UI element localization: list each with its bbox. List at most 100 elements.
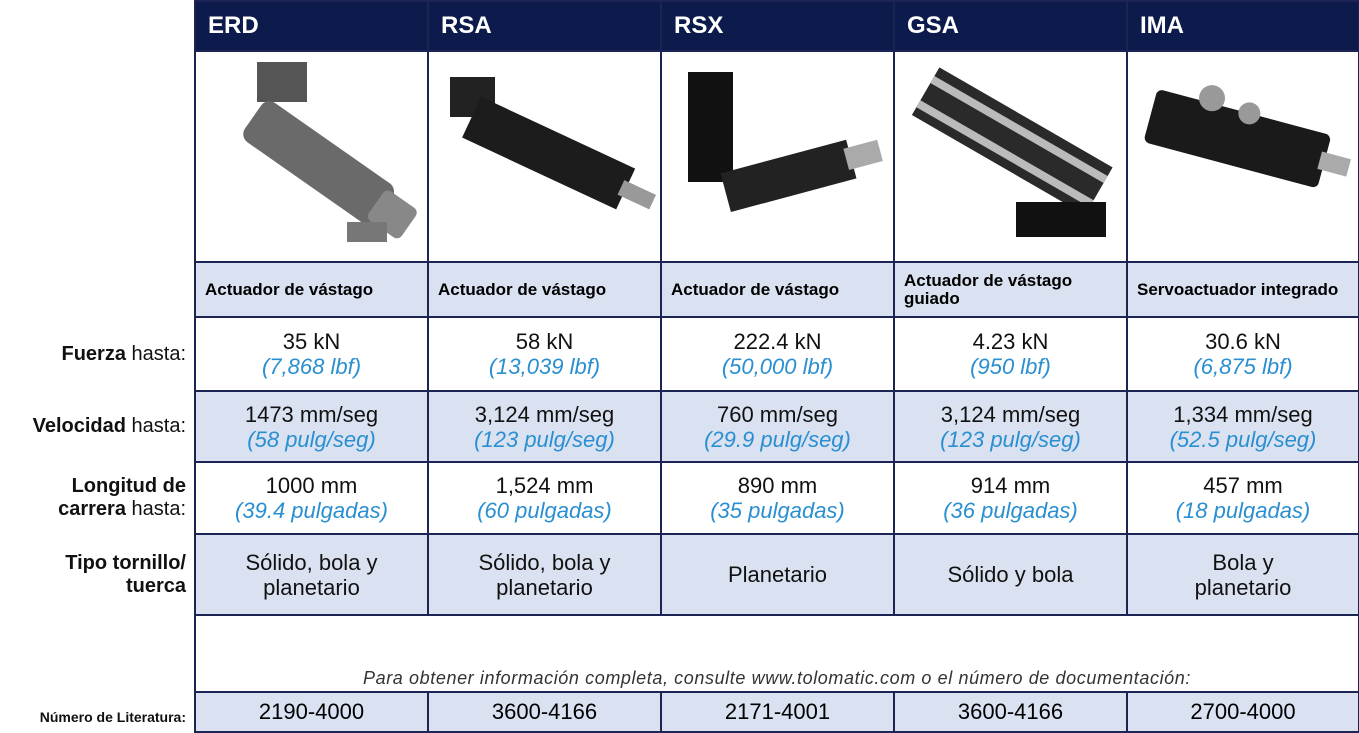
value-main: 1000 mm — [265, 473, 358, 498]
product-type: Actuador de vástago — [660, 261, 895, 318]
table-row: Longitud de carrera hasta: 1000 mm (39.4 p… — [0, 461, 1359, 535]
value-alt: (36 pulgadas) — [943, 498, 1078, 523]
value-alt: (58 pulg/seg) — [247, 426, 376, 452]
value-alt: (123 pulg/seg) — [474, 426, 615, 452]
row-label — [0, 615, 196, 692]
table-row: Actuador de vástago Actuador de vástago Ac… — [0, 261, 1359, 318]
value-cell: 3,124 mm/seg (123 pulg/seg) — [427, 390, 662, 463]
value-alt: (13,039 lbf) — [488, 354, 601, 379]
value-main: 914 mm — [970, 473, 1051, 498]
row-label-rest: hasta: — [131, 342, 186, 365]
value-main: 457 mm — [1203, 473, 1283, 498]
product-image — [1144, 85, 1351, 188]
value-cell: 4.23 kN (950 lbf) — [893, 316, 1128, 392]
screw-type: Planetario — [660, 533, 895, 616]
value-alt: (52.5 pulg/seg) — [1169, 426, 1317, 452]
value-alt: (18 pulgadas) — [1175, 498, 1311, 523]
value-alt: (7,868 lbf) — [261, 354, 362, 379]
value-alt: (39.4 pulgadas) — [235, 498, 388, 523]
table-row — [0, 50, 1359, 263]
value-main: 760 mm/seg — [716, 401, 839, 427]
row-label-bold: Longitud de carrera — [58, 475, 186, 520]
value-main: 1473 mm/seg — [244, 401, 379, 427]
product-name: RSA — [427, 0, 662, 52]
product-image — [450, 77, 657, 210]
value-main: 3,124 mm/seg — [474, 401, 615, 427]
value-main: 30.6 kN — [1205, 329, 1281, 354]
screw-type: Sólido, bola y planetario — [194, 533, 429, 616]
note: Para obtener información completa, consu… — [194, 614, 1359, 692]
row-label: Longitud de carrera hasta: — [0, 462, 196, 534]
screw-type: Sólido, bola y planetario — [427, 533, 662, 616]
literature-number: 3600-4166 — [893, 691, 1128, 733]
value-cell: 58 kN (13,039 lbf) — [427, 316, 662, 392]
row-label-rest: hasta: — [131, 415, 186, 437]
product-image — [243, 62, 417, 242]
literature-label: Número de Literatura: — [0, 692, 196, 732]
product-name: ERD — [194, 0, 429, 52]
value-cell: 222.4 kN (50,000 lbf) — [660, 316, 895, 392]
product-image-cell — [660, 50, 895, 263]
value-cell: 760 mm/seg (29.9 pulg/seg) — [660, 390, 895, 463]
product-image — [688, 72, 883, 213]
value-main: 890 mm — [737, 473, 818, 498]
literature-number: 2700-4000 — [1126, 691, 1359, 733]
table-row: Velocidad hasta: 1473 mm/seg (58 pulg/seg)… — [0, 390, 1359, 463]
value-alt: (6,875 lbf) — [1193, 354, 1293, 379]
value-alt: (35 pulgadas) — [710, 498, 845, 523]
row-label: Tipo tornillo/ tuerca — [0, 534, 196, 615]
product-image — [911, 67, 1113, 237]
table-row: Fuerza hasta: 35 kN (7,868 lbf) 58 kN (13,03… — [0, 316, 1359, 392]
row-label-bold: Velocidad — [32, 415, 126, 437]
literature-number: 2190-4000 — [194, 691, 429, 733]
value-cell: 890 mm (35 pulgadas) — [660, 461, 895, 535]
value-main: 3,124 mm/seg — [940, 401, 1081, 427]
product-image-cell — [427, 50, 662, 263]
value-cell: 914 mm (36 pulgadas) — [893, 461, 1128, 535]
value-alt: (123 pulg/seg) — [940, 426, 1081, 452]
value-alt: (950 lbf) — [970, 354, 1051, 379]
literature-number: 3600-4166 — [427, 691, 662, 733]
product-name: IMA — [1126, 0, 1359, 52]
value-cell: 30.6 kN (6,875 lbf) — [1126, 316, 1359, 392]
table-row: Para obtener información completa, consu… — [0, 614, 1359, 692]
product-name: GSA — [893, 0, 1128, 52]
product-type: Actuador de vástago — [194, 261, 429, 318]
value-main: 1,334 mm/seg — [1173, 401, 1313, 427]
value-cell: 35 kN (7,868 lbf) — [194, 316, 429, 392]
table-row: ERD RSA RSX GSA IMA — [0, 0, 1359, 52]
value-alt: (60 pulgadas) — [477, 498, 612, 523]
product-name: RSX — [660, 0, 895, 52]
row-label — [0, 262, 196, 317]
row-label — [0, 1, 196, 51]
product-image-cell — [194, 50, 429, 263]
value-main: 4.23 kN — [972, 329, 1049, 354]
screw-type: Sólido y bola — [893, 533, 1128, 616]
screw-type: Bola y planetario — [1126, 533, 1359, 616]
product-image-cell — [1126, 50, 1359, 263]
row-label-rest: hasta: — [131, 498, 186, 520]
value-main: 222.4 kN — [733, 329, 822, 354]
value-cell: 1000 mm (39.4 pulgadas) — [194, 461, 429, 535]
value-cell: 1473 mm/seg (58 pulg/seg) — [194, 390, 429, 463]
value-cell: 1,334 mm/seg (52.5 pulg/seg) — [1126, 390, 1359, 463]
row-label — [0, 51, 196, 262]
product-type: Actuador de vástago — [427, 261, 662, 318]
row-label: Fuerza hasta: — [0, 317, 196, 391]
value-alt: (50,000 lbf) — [721, 354, 834, 379]
table-row: Tipo tornillo/ tuerca Sólido, bola y plan… — [0, 533, 1359, 616]
literature-label-text: Número de Literatura: — [39, 709, 186, 725]
row-label-bold: Tipo tornillo/ tuerca — [65, 551, 186, 597]
value-cell: 3,124 mm/seg (123 pulg/seg) — [893, 390, 1128, 463]
value-main: 58 kN — [515, 329, 574, 354]
value-alt: (29.9 pulg/seg) — [704, 426, 851, 452]
value-cell: 457 mm (18 pulgadas) — [1126, 461, 1359, 535]
product-type: Actuador de vástago guiado — [893, 261, 1128, 318]
value-cell: 1,524 mm (60 pulgadas) — [427, 461, 662, 535]
literature-number: 2171-4001 — [660, 691, 895, 733]
product-type: Servoactuador integrado — [1126, 261, 1359, 318]
row-label-bold: Fuerza — [61, 342, 126, 365]
product-image-cell — [893, 50, 1128, 263]
